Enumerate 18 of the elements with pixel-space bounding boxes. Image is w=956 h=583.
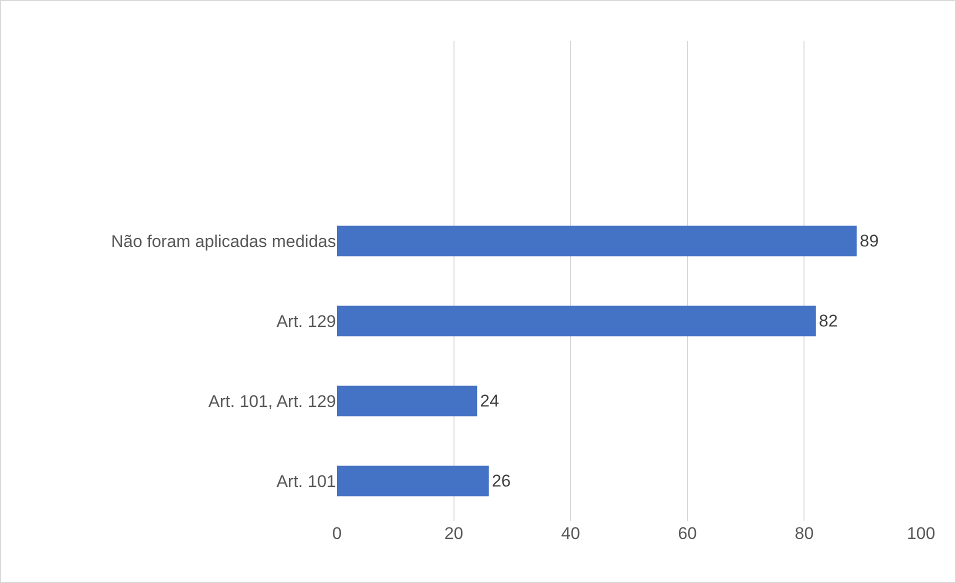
x-tick-label: 20 — [444, 524, 464, 543]
x-tick-label: 0 — [332, 524, 342, 543]
y-tick-label: Art. 101 — [276, 472, 336, 491]
data-label: 89 — [860, 232, 879, 250]
x-tick-label: 80 — [794, 524, 814, 543]
y-tick-label: Art. 101, Art. 129 — [208, 392, 336, 411]
x-tick-label: 60 — [678, 524, 697, 543]
data-label: 24 — [480, 392, 500, 410]
bar — [337, 466, 489, 496]
bar — [337, 386, 478, 416]
bar — [337, 306, 816, 336]
y-tick-label: Art. 129 — [276, 312, 336, 331]
x-tick-label: 40 — [561, 524, 580, 543]
data-label: 26 — [492, 472, 511, 490]
data-label: 82 — [818, 312, 838, 330]
bar — [337, 226, 857, 256]
y-tick-label: Não foram aplicadas medidas — [111, 232, 336, 251]
x-tick-label: 100 — [906, 524, 936, 543]
